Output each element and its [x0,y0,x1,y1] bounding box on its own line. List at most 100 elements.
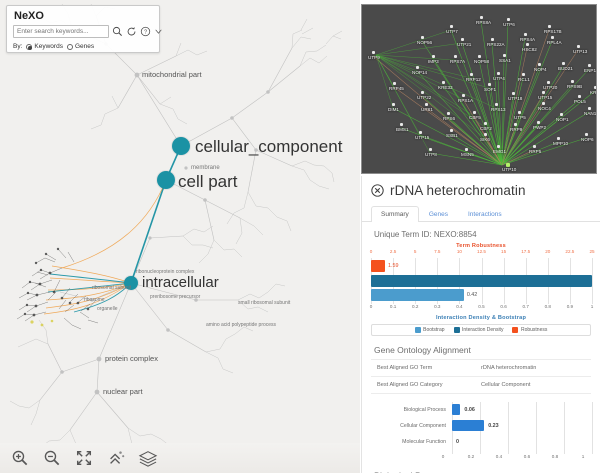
node-cell-part[interactable] [157,171,175,189]
gene-node[interactable] [542,91,545,94]
gene-network-canvas[interactable] [362,5,597,174]
gene-node[interactable] [461,38,464,41]
search-input[interactable] [13,25,109,38]
gene-node[interactable] [450,129,453,132]
gene-node[interactable] [537,121,540,124]
radio-keywords[interactable] [26,43,33,50]
gene-node[interactable] [506,163,510,167]
tree-network-view[interactable]: cellular_component cell part intracellul… [0,0,360,473]
gene-node[interactable] [393,82,396,85]
radio-keywords-label: Keywords [34,43,63,50]
layers-icon[interactable] [138,448,158,468]
gene-node[interactable] [571,80,574,83]
gene-node[interactable] [392,103,395,106]
gene-node[interactable] [588,107,591,110]
gene-node[interactable] [421,36,424,39]
gene-node[interactable] [594,86,596,89]
zoom-out-icon[interactable] [42,448,62,468]
tree-toolbar[interactable] [0,443,360,473]
search-icon[interactable] [112,26,123,37]
gene-node[interactable] [551,36,554,39]
axis-tick: 10 [456,249,462,254]
gene-node[interactable] [526,43,529,46]
zoom-in-icon[interactable] [10,448,30,468]
gene-node[interactable] [454,55,457,58]
gene-node[interactable] [542,102,545,105]
gene-node[interactable] [507,18,510,21]
refresh-icon[interactable] [126,26,137,37]
term-info-panel[interactable]: rDNA heterochromatin Summary Genes Inter… [361,176,600,473]
gene-node[interactable] [450,25,453,28]
gene-node[interactable] [538,63,541,66]
go-bar [452,404,461,415]
gene-node[interactable] [400,123,403,126]
gene-node[interactable] [473,111,476,114]
go-bar-value: 0 [456,439,459,445]
gene-node[interactable] [478,55,481,58]
gene-node[interactable] [419,131,422,134]
axis-tick: 2.5 [389,249,397,254]
bar-interaction-density [371,275,592,287]
gene-node[interactable] [425,103,428,106]
fit-to-screen-icon[interactable] [74,448,94,468]
collapse-all-icon[interactable] [106,448,126,468]
axis-tick: 0.4 [495,454,503,459]
tab-interactions[interactable]: Interactions [467,211,502,218]
gene-node[interactable] [585,133,588,136]
gene-node[interactable] [497,72,500,75]
legend-label: Bootstrap [423,327,445,333]
go-category-label: Biological Process [403,407,446,413]
gene-node[interactable] [524,33,527,36]
gene-node[interactable] [562,62,565,65]
gene-node[interactable] [470,73,473,76]
panel-tabs[interactable]: Summary Genes Interactions [362,205,600,222]
gene-node[interactable] [442,81,445,84]
search-panel[interactable]: NeXO ? By: Keywords Genes [6,5,163,53]
gene-node[interactable] [547,81,550,84]
gene-node[interactable] [522,73,525,76]
node-cellular-component[interactable] [172,137,190,155]
gene-node[interactable] [548,25,551,28]
robustness-chart: Term Robustness 0 2.5 5 7.5 10 12.5 15 17.5 20 22… [370,243,595,321]
gene-node[interactable] [429,148,432,151]
gene-node[interactable] [497,145,500,148]
chevron-down-icon[interactable] [154,26,163,37]
gene-node[interactable] [512,92,515,95]
close-circle-icon[interactable] [371,184,384,197]
tab-summary[interactable]: Summary [371,206,419,222]
gene-node[interactable] [578,95,581,98]
gene-interaction-network[interactable]: UTP9 NOP56 UTP7 RPS8A UTP6 RPS17B UTP21 RPS22A R… [361,4,597,174]
gridline [592,258,593,304]
gene-node[interactable] [503,54,506,57]
axis-tick: 15 [501,249,507,254]
radio-genes[interactable] [66,43,73,50]
node-intracellular[interactable] [124,276,138,290]
gene-node[interactable] [462,94,465,97]
help-icon[interactable]: ? [140,26,151,37]
tree-canvas[interactable] [0,0,360,473]
gene-node[interactable] [484,133,487,136]
gene-node[interactable] [533,145,536,148]
gene-node[interactable] [421,91,424,94]
search-by-genes[interactable]: Genes [66,43,94,50]
gene-node[interactable] [491,38,494,41]
gene-node[interactable] [484,122,487,125]
gene-node[interactable] [577,45,580,48]
gene-node[interactable] [465,148,468,151]
tab-genes[interactable]: Genes [428,211,448,218]
gene-node[interactable] [495,103,498,106]
gene-node[interactable] [447,112,450,115]
gene-node[interactable] [372,51,375,54]
table-row: Best Aligned GO Term rDNA heterochromati… [371,359,591,376]
gene-node[interactable] [480,16,483,19]
gene-node[interactable] [518,111,521,114]
gene-node[interactable] [432,55,435,58]
gene-node[interactable] [514,123,517,126]
gene-node[interactable] [488,83,491,86]
robustness-chart-xlabel: Interaction Density & Bootstrap [435,315,527,321]
gene-node[interactable] [560,113,563,116]
gene-node[interactable] [416,66,419,69]
gene-node[interactable] [557,137,560,140]
search-by-keywords[interactable]: Keywords [26,43,63,50]
gene-node[interactable] [588,64,591,67]
